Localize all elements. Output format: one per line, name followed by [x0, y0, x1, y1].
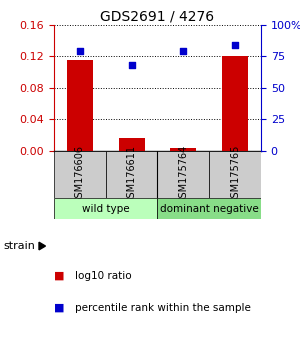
Bar [54, 151, 106, 198]
Text: ■: ■ [54, 303, 64, 313]
Bar [119, 138, 145, 151]
Bar [222, 56, 248, 151]
Text: GSM175765: GSM175765 [230, 145, 240, 204]
Text: dominant negative: dominant negative [160, 204, 259, 214]
Text: wild type: wild type [82, 204, 130, 214]
Bar [67, 60, 93, 151]
Text: GSM175764: GSM175764 [178, 145, 188, 204]
Bar [54, 198, 158, 219]
Bar [158, 198, 261, 219]
Point [181, 48, 186, 53]
Text: strain: strain [3, 241, 35, 251]
Bar [209, 151, 261, 198]
Text: percentile rank within the sample: percentile rank within the sample [75, 303, 251, 313]
Point [233, 42, 238, 48]
Text: GSM176611: GSM176611 [127, 145, 136, 204]
Bar [158, 151, 209, 198]
Bar [106, 151, 158, 198]
Point [129, 62, 134, 68]
Title: GDS2691 / 4276: GDS2691 / 4276 [100, 10, 214, 24]
Text: GSM176606: GSM176606 [75, 145, 85, 204]
Text: log10 ratio: log10 ratio [75, 271, 132, 281]
Bar [170, 148, 196, 151]
Point [77, 48, 82, 53]
Text: ■: ■ [54, 271, 64, 281]
